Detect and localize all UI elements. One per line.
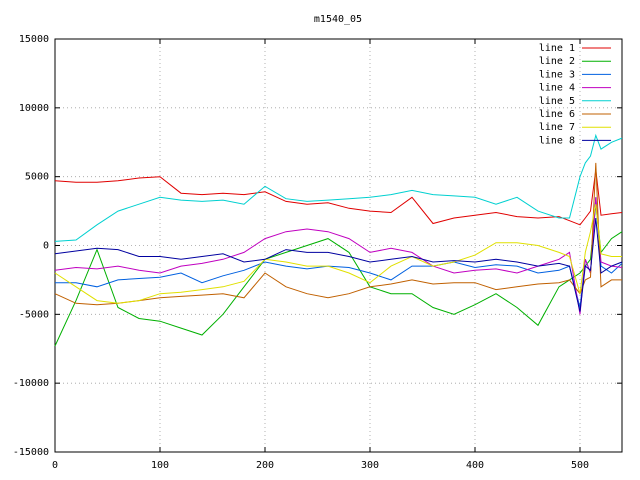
y-tick-label: -10000 <box>13 378 49 389</box>
data-line <box>54 204 622 304</box>
y-tick-label: 10000 <box>19 103 49 114</box>
x-tick-label: 300 <box>361 460 379 471</box>
y-tick-label: -15000 <box>13 447 49 458</box>
y-tick-label: -5000 <box>19 309 49 320</box>
data-line <box>54 133 623 242</box>
plot-frame <box>54 38 623 453</box>
data-line <box>54 217 623 312</box>
y-tick-label: 15000 <box>19 34 49 45</box>
x-tick-label: 0 <box>52 460 58 471</box>
chart-title: m1540_05 <box>314 14 362 25</box>
legend-label: line 6 <box>539 109 575 120</box>
legend-label: line 1 <box>539 43 575 54</box>
x-tick-label: 200 <box>256 460 274 471</box>
legend-label: line 3 <box>539 69 575 80</box>
y-tick-label: 5000 <box>25 172 49 183</box>
legend-label: line 7 <box>539 122 575 133</box>
legend-label: line 8 <box>539 135 575 146</box>
x-tick-label: 100 <box>151 460 169 471</box>
legend-label: line 5 <box>539 96 575 107</box>
data-line <box>54 169 623 226</box>
legend-label: line 4 <box>539 83 575 94</box>
x-tick-label: 500 <box>571 460 589 471</box>
legend-label: line 2 <box>539 56 575 67</box>
y-tick-label: 0 <box>43 241 49 252</box>
x-tick-label: 400 <box>466 460 484 471</box>
